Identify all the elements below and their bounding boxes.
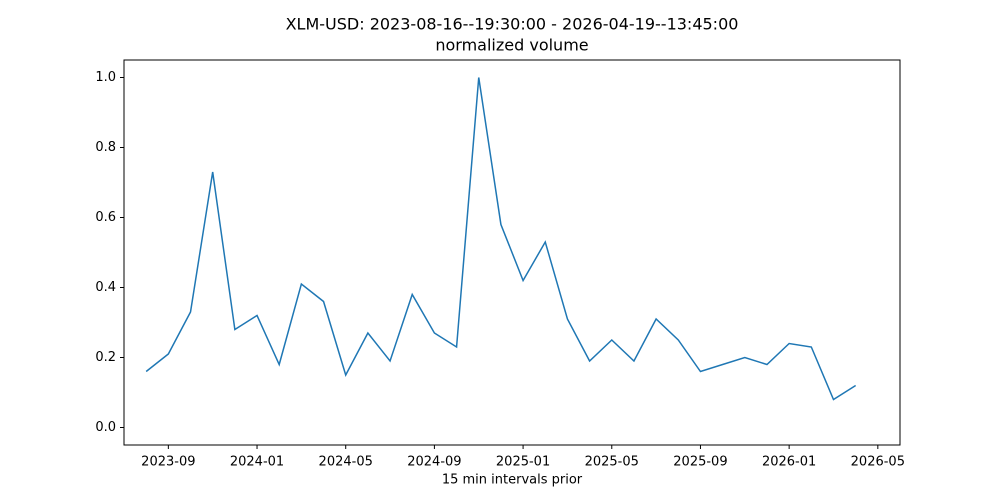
y-tick-label: 0.6: [95, 210, 116, 225]
x-tick-label: 2025-01: [496, 455, 550, 470]
chart-subtitle: normalized volume: [435, 36, 588, 55]
data-line: [145, 77, 857, 401]
x-tick-label: 2026-01: [762, 455, 816, 470]
x-axis-label: 15 min intervals prior: [442, 473, 583, 488]
y-tick-label: 0.4: [95, 280, 116, 295]
plot-frame: [123, 59, 901, 446]
x-tick-label: 2026-05: [851, 455, 905, 470]
x-tick-label: 2025-09: [673, 455, 727, 470]
x-tick-label: 2024-01: [230, 455, 284, 470]
x-tick-label: 2023-09: [141, 455, 195, 470]
x-tick-label: 2024-09: [407, 455, 461, 470]
y-tick-label: 0.8: [95, 140, 116, 155]
chart-title: XLM-USD: 2023-08-16--19:30:00 - 2026-04-…: [286, 15, 739, 34]
y-tick-label: 1.0: [95, 70, 116, 85]
y-tick-label: 0.2: [95, 350, 116, 365]
x-tick-label: 2024-05: [319, 455, 373, 470]
x-tick-label: 2025-05: [585, 455, 639, 470]
y-tick-label: 0.0: [95, 420, 116, 435]
